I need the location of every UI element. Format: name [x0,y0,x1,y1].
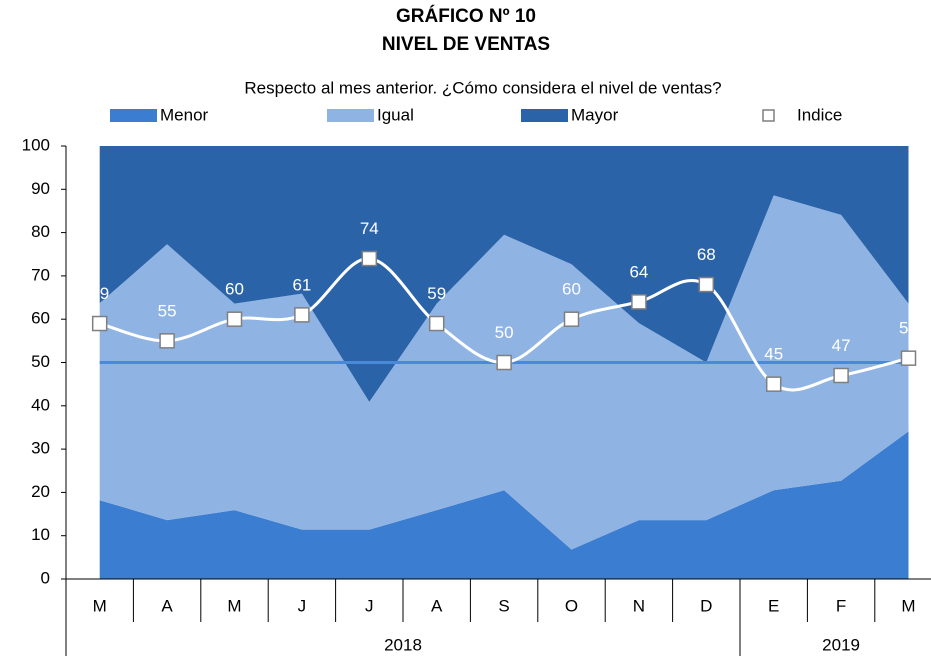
y-tick-label: 10 [31,525,50,544]
marker [765,376,782,392]
y-tick-label: 60 [31,309,50,328]
x-tick-label: M [227,596,241,615]
area [99,195,909,550]
data-label: 64 [629,262,648,281]
x-tick-label: E [768,596,779,615]
data-label: 59 [427,284,446,303]
x-tick-label: D [700,596,712,615]
y-tick-label: 30 [31,439,50,458]
data-label: 51 [899,319,918,338]
y-tick-label: 20 [31,482,50,501]
y-tick-label: 100 [22,135,50,154]
data-label: 59 [90,284,109,303]
area [99,431,909,579]
marker [631,294,647,310]
legend-swatch [327,109,374,122]
data-label: 47 [832,336,851,355]
y-tick-label: 50 [31,352,50,371]
data-label: 45 [764,345,783,364]
y-tick-label: 40 [31,395,50,414]
chart-title: GRÁFICO Nº 10 [396,5,536,27]
x-tick-label: J [365,596,374,615]
x-tick-label: F [836,596,846,615]
group-label: 2018 [384,635,422,654]
marker [563,311,580,327]
legend-label: Menor [160,105,209,124]
marker [698,276,715,293]
data-label: 55 [158,301,177,320]
legend-label: Indice [797,105,842,124]
data-label: 68 [697,245,716,264]
legend-label: Mayor [571,105,619,124]
marker [496,354,512,371]
marker [226,311,243,327]
x-tick-label: N [633,596,645,615]
chart-subtitle: NIVEL DE VENTAS [382,34,550,55]
x-tick-label: A [161,596,173,615]
data-label: 50 [495,323,514,342]
chart-description: Respecto al mes anterior. ¿Cómo consider… [244,78,721,97]
area [99,146,909,402]
legend-swatch [762,109,775,122]
x-tick-label: J [298,596,307,615]
legend-swatch [110,109,157,122]
y-tick-label: 90 [31,179,50,198]
marker [294,307,310,323]
y-tick-label: 0 [41,568,50,587]
marker [159,333,175,349]
x-tick-label: M [901,596,915,615]
data-label: 60 [225,280,244,299]
marker [900,350,917,366]
x-tick-label: M [93,596,107,615]
legend-label: Igual [377,105,414,124]
marker [361,250,378,267]
x-tick-label: A [431,596,443,615]
y-tick-label: 70 [31,265,50,284]
marker [91,315,108,332]
data-label: 61 [292,275,311,294]
marker [833,367,849,384]
legend-swatch [521,109,568,122]
marker [428,315,445,332]
data-label: 60 [562,280,581,299]
group-label: 2019 [822,635,860,654]
x-tick-label: O [565,596,578,615]
data-label: 74 [360,219,379,238]
x-tick-label: S [498,596,509,615]
y-tick-label: 80 [31,222,50,241]
